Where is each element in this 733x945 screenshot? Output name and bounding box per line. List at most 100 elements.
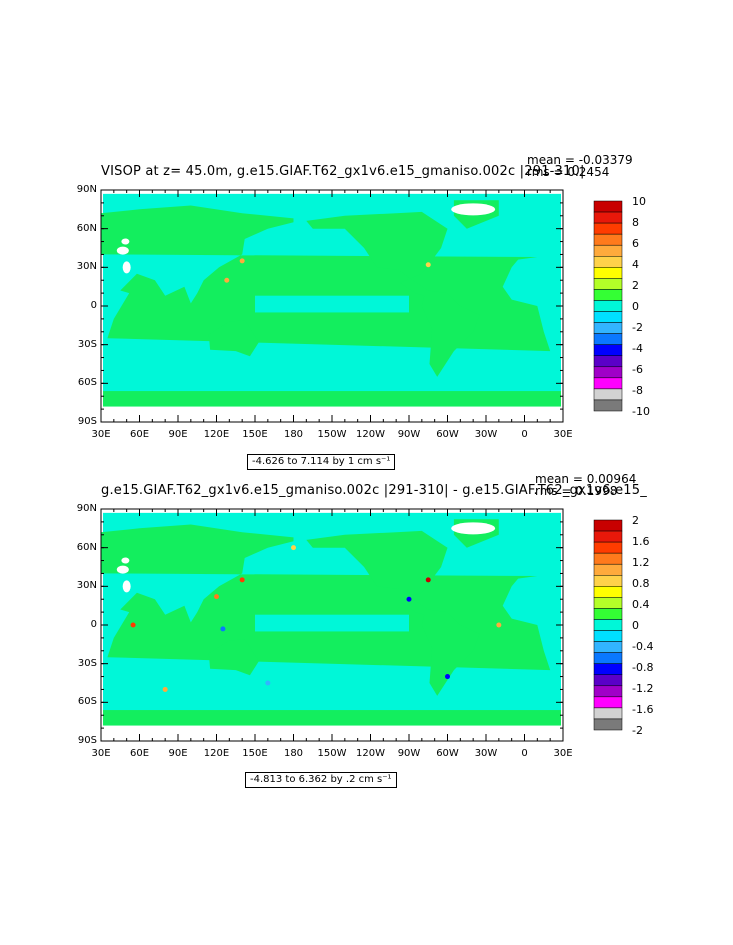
panel-2-colorbar-cell-15: [593, 685, 623, 698]
panel-1-land-australia: [208, 320, 259, 357]
panel-2-colorbar-label-4: 0.4: [632, 598, 650, 611]
panel-2-colorbar-label-9: -1.6: [632, 703, 654, 716]
panel-1-colorbar-cell-17: [593, 388, 623, 401]
panel-2-feature-5: [406, 596, 412, 602]
panel-1-colorbar-cell-10: [593, 311, 623, 323]
panel-1-land-antarctica: [103, 391, 561, 407]
panel-1-lat-label-0: 90N: [76, 184, 97, 195]
panel-1-mean: mean = -0.03379: [527, 153, 633, 167]
panel-2-colorbar-cell-9: [593, 619, 623, 631]
panel-1-lon-label-10: 30W: [474, 429, 498, 440]
panel-2-colorbar-cell-16: [593, 696, 623, 709]
panel-2-colorbar-cell-7: [593, 597, 623, 609]
panel-1-colorbar-label-3: 4: [632, 258, 639, 271]
panel-1-white-patch-3: [121, 238, 130, 245]
panel-2-colorbar-label-1: 1.6: [632, 535, 650, 548]
panel-1-colorbar-cell-11: [593, 322, 623, 334]
panel-2-feature-8: [220, 626, 226, 632]
panel-1-colorbar-label-7: -4: [632, 342, 643, 355]
panel-2-colorbar-label-0: 2: [632, 514, 639, 527]
panel-1-lon-label-4: 150E: [242, 429, 268, 440]
panel-1-colorbar-label-9: -8: [632, 384, 643, 397]
panel-1-colorbar-label-6: -2: [632, 321, 643, 334]
panel-1-colorbar-cell-16: [593, 377, 623, 390]
panel-2-lat-label-4: 30S: [77, 657, 97, 669]
panel-1-colorbar-cell-9: [593, 300, 623, 312]
panel-2-colorbar-cell-2: [593, 541, 623, 554]
panel-2-colorbar-cell-8: [593, 608, 623, 620]
panel-2-feature-6: [214, 594, 219, 600]
panel-1-colorbar-cell-14: [593, 355, 623, 368]
panel-2-eq-band: [255, 614, 409, 632]
panel-1-lat-label-3: 0: [90, 300, 97, 311]
panel-2-colorbar-label-5: 0: [632, 619, 639, 632]
panel-1-eq-band: [255, 295, 409, 313]
panel-2-feature-11: [162, 686, 168, 692]
panel-2-colorbar-label-7: -0.8: [632, 661, 654, 674]
panel-1-colorbar-label-4: 2: [632, 279, 639, 292]
panel-2-lon-label-10: 30W: [474, 748, 498, 759]
panel-2-white-patch-1: [116, 565, 129, 574]
panel-2-mean: mean = 0.00964: [535, 472, 637, 486]
panel-2-lon-label-9: 60W: [436, 748, 459, 759]
panel-1-lon-label-1: 60E: [129, 429, 150, 440]
panel-2-title: g.e15.GIAF.T62_gx1v6.e15_gmaniso.002c |2…: [101, 483, 647, 498]
panel-1-title: VISOP at z= 45.0m, g.e15.GIAF.T62_gx1v6.…: [101, 164, 585, 179]
panel-1-lon-label-5: 180: [283, 429, 304, 440]
panel-2-colorbar-cell-6: [593, 586, 623, 598]
panel-1-white-patch-1: [116, 246, 129, 255]
panel-2-colorbar-cell-5: [593, 575, 623, 587]
panel-2-lon-label-6: 150W: [317, 748, 347, 759]
panel-1-land-west: [306, 211, 480, 377]
panel-2-lat-label-6: 90S: [77, 735, 97, 746]
panel-2-feature-9: [445, 674, 450, 680]
panel-2-colorbar-label-3: 0.8: [632, 577, 650, 590]
panel-2-range: -4.813 to 6.362 by .2 cm s⁻¹: [245, 772, 397, 788]
panel-2-colorbar-cell-12: [593, 652, 623, 664]
panel-2-colorbar-label-2: 1.2: [632, 556, 650, 569]
panel-1-lat-label-2: 30N: [76, 261, 97, 273]
panel-1-lat-label-4: 30S: [77, 338, 97, 350]
panel-1-feature-2: [224, 277, 230, 283]
panel-2-lon-label-4: 150E: [242, 748, 268, 759]
panel-2-colorbar-cell-3: [593, 552, 623, 565]
panel-1-colorbar-cell-2: [593, 222, 623, 235]
panel-1-colorbar-cell-18: [593, 399, 623, 412]
panel-2-lon-label-0: 30E: [91, 748, 111, 759]
panel-2-land-antarctica: [103, 710, 561, 726]
panel-1-colorbar-label-2: 6: [632, 237, 639, 250]
panel-2-lat-label-2: 30N: [76, 580, 97, 592]
panel-1-colorbar-cell-6: [593, 267, 623, 279]
panel-1-colorbar-cell-15: [593, 366, 623, 379]
panel-2-colorbar-cell-4: [593, 563, 623, 576]
panel-1-colorbar-cell-13: [593, 344, 623, 356]
panel-2-lat-label-3: 0: [90, 619, 97, 630]
panel-1-colorbar-cell-5: [593, 256, 623, 268]
panel-2-colorbar-cell-10: [593, 630, 623, 642]
panel-2-feature-7: [130, 622, 136, 628]
panel-2-lon-label-1: 60E: [129, 748, 150, 759]
panel-2-lon-label-5: 180: [283, 748, 304, 759]
panel-1-lon-label-8: 90W: [397, 429, 421, 440]
panel-1-lon-label-9: 60W: [436, 429, 459, 440]
panel-1-range: -4.626 to 7.114 by 1 cm s⁻¹: [247, 454, 396, 470]
panel-1-lon-label-2: 90E: [168, 429, 188, 440]
panel-2-lat-label-5: 60S: [77, 696, 97, 708]
panel-1-colorbar-cell-8: [593, 289, 623, 301]
panel-2-colorbar-label-10: -2: [632, 724, 643, 737]
panel-2-lon-label-11: 0: [521, 748, 528, 759]
panel-1-lat-label-6: 90S: [77, 416, 97, 427]
panel-1-lon-label-11: 0: [521, 429, 528, 440]
panel-2-lon-label-8: 90W: [397, 748, 421, 759]
panel-2-colorbar-cell-1: [593, 530, 623, 543]
panel-2-colorbar-label-6: -0.4: [632, 640, 654, 653]
panel-1-lon-label-7: 120W: [356, 429, 385, 440]
panel-1-white-patch-2: [122, 261, 131, 274]
panel-1-colorbar-label-1: 8: [632, 216, 639, 229]
panel-1-colorbar-label-10: -10: [632, 405, 650, 418]
panel-2-lat-label-1: 60N: [76, 541, 97, 553]
panel-2-feature-12: [291, 545, 296, 551]
panel-2-white-patch-2: [122, 580, 131, 593]
panel-1-lon-label-0: 30E: [91, 429, 111, 440]
